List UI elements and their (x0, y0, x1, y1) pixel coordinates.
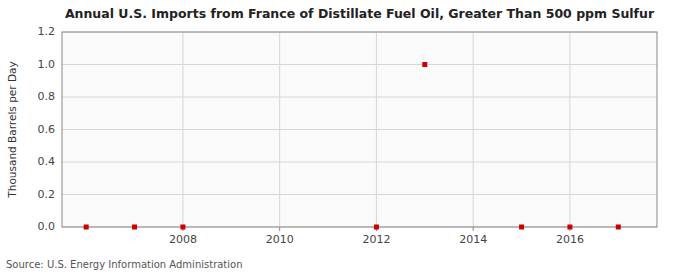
title: Annual U.S. Imports from France of Disti… (65, 6, 655, 21)
tick-label: 0.8 (38, 90, 56, 103)
point (132, 225, 137, 230)
grid-line (62, 97, 657, 98)
tick-label: 0.0 (38, 220, 56, 233)
point (422, 62, 427, 67)
grid-line (182, 32, 183, 227)
tick-mark (279, 227, 280, 231)
grid-line (279, 32, 280, 227)
chart: 0.0 0.2 0.4 0.6 0.8 1.0 1.2 2008 2010 2012 2014 201… (0, 0, 675, 275)
plot-frame (62, 32, 657, 227)
point (567, 225, 572, 230)
source: Source: U.S. Energy Information Administ… (6, 259, 243, 270)
axis-label: Thousand Barrels per Day (6, 61, 18, 198)
point (519, 225, 524, 230)
tick-label: 0.4 (38, 155, 56, 168)
tick-label: 2016 (556, 233, 584, 246)
points (84, 62, 621, 230)
tick-label: 2014 (459, 233, 487, 246)
tick-label: 0.6 (38, 123, 56, 136)
point (616, 225, 621, 230)
grid-line (569, 32, 570, 227)
point (84, 225, 89, 230)
grid-line (62, 162, 657, 163)
grid-line (376, 32, 377, 227)
grid-line (62, 129, 657, 130)
tick-label: 2012 (362, 233, 390, 246)
tick-label: 0.2 (38, 188, 56, 201)
tick-label: 1.0 (38, 58, 56, 71)
tick-mark (473, 227, 474, 231)
point (180, 225, 185, 230)
grid-line (62, 64, 657, 65)
tick-label: 1.2 (38, 25, 56, 38)
tick-label: 2008 (169, 233, 197, 246)
plot-area (62, 32, 657, 227)
point (374, 225, 379, 230)
grid-line (62, 194, 657, 195)
grid-line (473, 32, 474, 227)
tick-label: 2010 (266, 233, 294, 246)
